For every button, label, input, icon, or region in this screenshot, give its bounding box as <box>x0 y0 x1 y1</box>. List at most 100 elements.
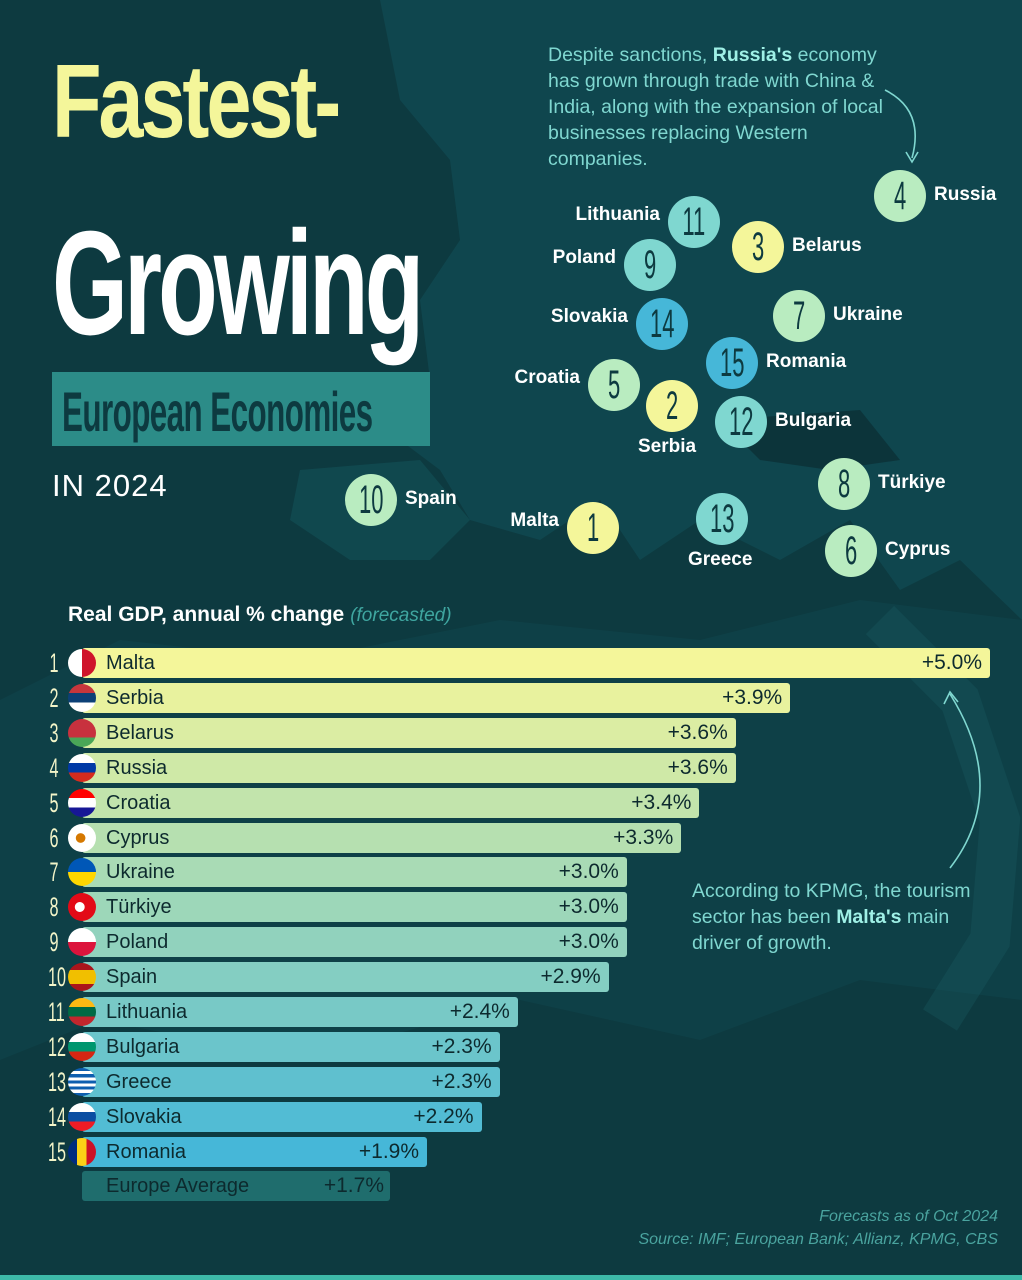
map-marker-greece: 13 <box>696 493 748 545</box>
map-marker-bulgaria: 12 <box>715 396 767 448</box>
rank-label: 10 <box>48 962 67 992</box>
map-marker-russia: 4 <box>874 170 926 222</box>
bar-belarus <box>82 718 736 748</box>
flag-spain-icon <box>68 963 96 991</box>
malta-note-bold: Malta's <box>836 906 902 928</box>
flag-cyprus-icon <box>68 824 96 852</box>
subtitle-box: European Economies <box>52 372 430 446</box>
country-label: Serbia <box>106 687 164 709</box>
malta-note-rest: main driver of growth. <box>692 906 950 954</box>
country-label: Slovakia <box>106 1106 182 1128</box>
map-marker-rank: 9 <box>643 242 657 287</box>
average-value: +1.7% <box>323 1174 384 1197</box>
bar-ukraine <box>82 857 627 887</box>
rank-label: 2 <box>49 683 59 713</box>
bar-row-spain: 10 Spain +2.9% <box>44 962 1004 992</box>
map-label-croatia: Croatia <box>514 367 580 388</box>
bottom-accent-line <box>0 1275 1022 1280</box>
map-marker-rank: 1 <box>586 505 600 550</box>
malta-note-prefix: According to KPMG, the tourism sector ha… <box>692 880 971 928</box>
map-marker-rank: 10 <box>358 477 384 522</box>
bar-romania <box>82 1137 428 1167</box>
map-marker-poland: 9 <box>624 239 676 291</box>
value-label: +3.0% <box>558 930 619 953</box>
map-label-greece: Greece <box>688 549 753 570</box>
russia-note-bold: Russia's <box>712 44 793 66</box>
map-marker-rank: 7 <box>792 293 806 338</box>
flag-serbia-icon <box>68 684 96 712</box>
bar-row-lithuania: 11 Lithuania +2.4% <box>44 997 1004 1027</box>
rank-label: 6 <box>49 823 59 853</box>
country-label: Russia <box>106 757 168 779</box>
map-marker-serbia: 2 <box>646 380 698 432</box>
map-marker-slovakia: 14 <box>636 298 688 350</box>
source-note: Source: IMF; European Bank; Allianz, KPM… <box>638 1231 998 1248</box>
bar-russia <box>82 753 736 783</box>
bar-row-romania: 15 Romania +1.9% <box>44 1137 1004 1167</box>
flag-slovakia-icon <box>68 1103 96 1131</box>
map-label-ukraine: Ukraine <box>833 304 903 325</box>
russia-note-rest: economy has grown through trade with Chi… <box>548 44 883 170</box>
map-marker-spain: 10 <box>345 474 397 526</box>
value-label: +2.9% <box>540 965 601 988</box>
map-label-russia: Russia <box>934 184 997 205</box>
rank-label: 15 <box>48 1137 67 1167</box>
bar-croatia <box>82 788 700 818</box>
map-marker-ukraine: 7 <box>773 290 825 342</box>
bar-spain <box>82 962 609 992</box>
value-label: +2.2% <box>413 1105 474 1128</box>
map-label-romania: Romania <box>766 351 847 372</box>
bar-row-ukraine: 7 Ukraine +3.0% <box>44 857 1004 887</box>
map-marker-cyprus: 6 <box>825 525 877 577</box>
map-marker-romania: 15 <box>706 337 758 389</box>
rank-label: 12 <box>48 1032 67 1062</box>
bar-row-russia: 4 Russia +3.6% <box>44 753 1004 783</box>
flag-malta-icon <box>68 649 96 677</box>
flag-croatia-icon <box>68 789 96 817</box>
chart-title: Real GDP, annual % change (forecasted) <box>68 603 452 627</box>
flag-poland-icon <box>68 928 96 956</box>
bar-row-belarus: 3 Belarus +3.6% <box>44 718 1004 748</box>
map-label-malta: Malta <box>510 510 559 531</box>
bar-slovakia <box>82 1102 482 1132</box>
rank-label: 5 <box>49 788 59 818</box>
country-label: Spain <box>106 966 158 988</box>
country-label: Ukraine <box>106 861 175 883</box>
country-label: Poland <box>106 931 169 953</box>
bar-row-slovakia: 14 Slovakia +2.2% <box>44 1102 1004 1132</box>
value-label: +3.6% <box>667 756 728 779</box>
country-label: Malta <box>106 652 155 674</box>
rank-label: 9 <box>49 927 59 957</box>
country-label: Türkiye <box>106 896 172 918</box>
map-marker-malta: 1 <box>567 502 619 554</box>
rank-label: 4 <box>49 753 59 783</box>
rank-label: 14 <box>48 1102 67 1132</box>
value-label: +3.0% <box>558 860 619 883</box>
value-label: +2.4% <box>449 1000 510 1023</box>
map-label-cyprus: Cyprus <box>885 539 951 560</box>
value-label: +3.0% <box>558 895 619 918</box>
bar-row-malta: 1 Malta +5.0% <box>44 648 1004 678</box>
rank-label: 3 <box>49 718 59 748</box>
bar-poland <box>82 927 627 957</box>
title-line-2: Growing <box>52 201 424 366</box>
rank-label: 7 <box>49 857 59 887</box>
map-label-türkiye: Türkiye <box>878 472 946 493</box>
bar-row-cyprus: 6 Cyprus +3.3% <box>44 823 1004 853</box>
flag-bulgaria-icon <box>68 1033 96 1061</box>
average-label: Europe Average <box>106 1175 250 1197</box>
malta-note: According to KPMG, the tourism sector ha… <box>692 878 1002 956</box>
value-label: +3.4% <box>631 791 692 814</box>
flag-ukraine-icon <box>68 858 96 886</box>
country-label: Cyprus <box>106 827 170 849</box>
map-marker-rank: 8 <box>837 461 851 506</box>
value-label: +1.9% <box>358 1140 420 1163</box>
value-label: +2.3% <box>431 1035 492 1058</box>
title-line-1: Fastest- <box>52 44 341 160</box>
bar-row-poland: 9 Poland +3.0% <box>44 927 1004 957</box>
bar-malta <box>82 648 990 678</box>
map-marker-rank: 13 <box>709 496 735 541</box>
map-marker-lithuania: 11 <box>668 196 720 248</box>
country-label: Croatia <box>106 792 171 814</box>
flag-russia-icon <box>68 754 96 782</box>
